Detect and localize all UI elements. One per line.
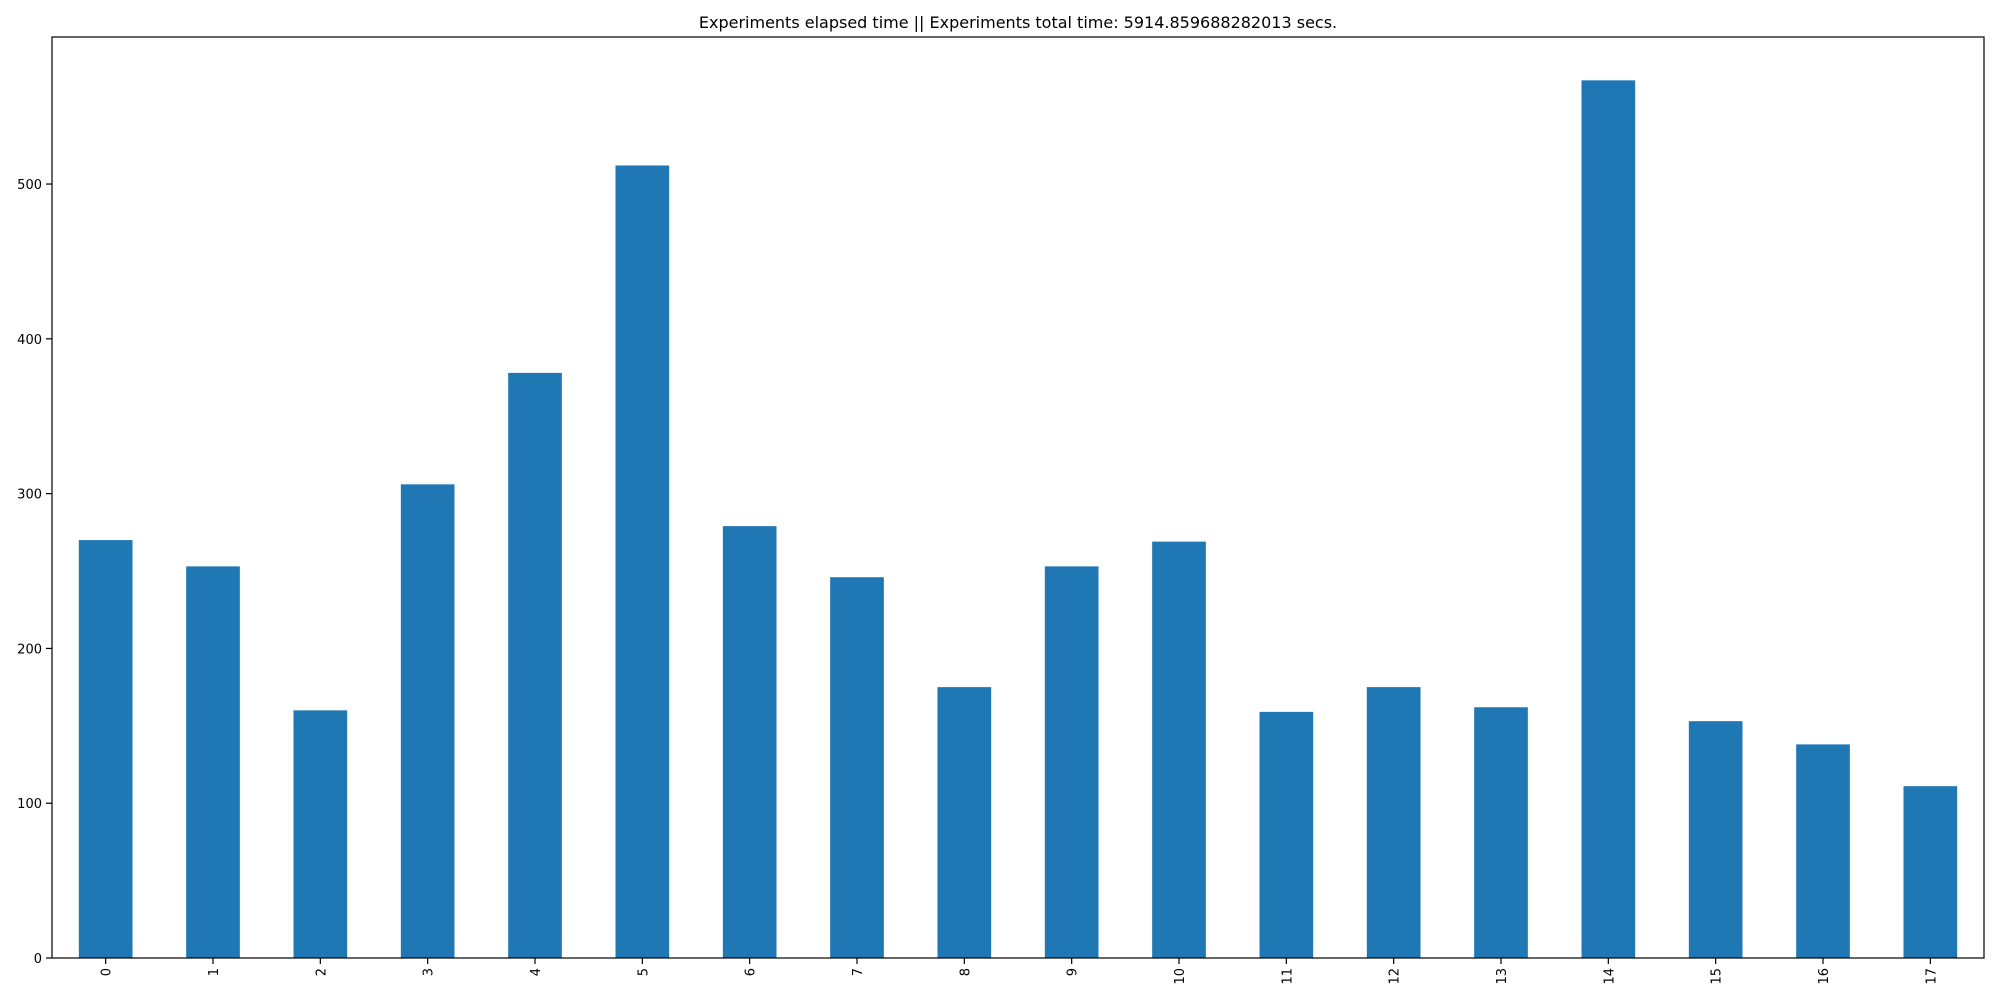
bar-5 [615, 165, 670, 959]
x-tick-label: 8 [958, 968, 973, 976]
x-tick-label: 16 [1817, 968, 1832, 985]
x-tick-label: 3 [422, 968, 437, 976]
x-tick-label: 2 [314, 968, 329, 976]
x-tick-label: 13 [1495, 968, 1510, 985]
bar-1 [186, 566, 240, 958]
y-tick-label: 500 [17, 178, 42, 193]
bar-10 [1152, 541, 1206, 958]
x-tick-label: 15 [1710, 968, 1725, 985]
y-tick-label: 400 [17, 333, 42, 348]
x-tick-label: 11 [1280, 968, 1295, 985]
x-tick-label: 0 [100, 968, 115, 976]
bar-0 [78, 540, 133, 958]
y-tick-label: 0 [34, 952, 42, 967]
bar-6 [722, 526, 777, 958]
bar-4 [508, 372, 562, 958]
x-tick-label: 5 [636, 968, 651, 976]
bar-8 [937, 687, 992, 958]
plot-frame [51, 36, 1985, 959]
x-tick-label: 1 [207, 968, 222, 976]
bar-16 [1796, 744, 1850, 958]
chart-title: Experiments elapsed time || Experiments … [699, 13, 1337, 32]
bar-12 [1366, 687, 1421, 958]
bars-layer [78, 80, 1958, 959]
x-tick-label: 17 [1924, 968, 1939, 985]
bar-3 [400, 484, 455, 958]
y-tick-label: 100 [17, 797, 42, 812]
bar-11 [1259, 711, 1314, 958]
x-tick-label: 6 [744, 968, 759, 976]
bar-13 [1474, 707, 1528, 958]
x-tick-label: 14 [1602, 968, 1617, 985]
x-tick-label: 7 [851, 968, 866, 976]
bar-2 [293, 710, 348, 958]
x-tick-label: 10 [1173, 968, 1188, 985]
x-tick-label: 9 [1066, 968, 1081, 976]
x-tick-label: 12 [1388, 968, 1403, 985]
y-tick-label: 300 [17, 488, 42, 503]
x-tick-label: 4 [529, 968, 544, 976]
bar-17 [1903, 786, 1958, 958]
bar-14 [1581, 80, 1636, 959]
bar-15 [1688, 721, 1743, 958]
bar-9 [1044, 566, 1099, 958]
bar-7 [830, 577, 884, 958]
y-tick-label: 200 [17, 642, 42, 657]
